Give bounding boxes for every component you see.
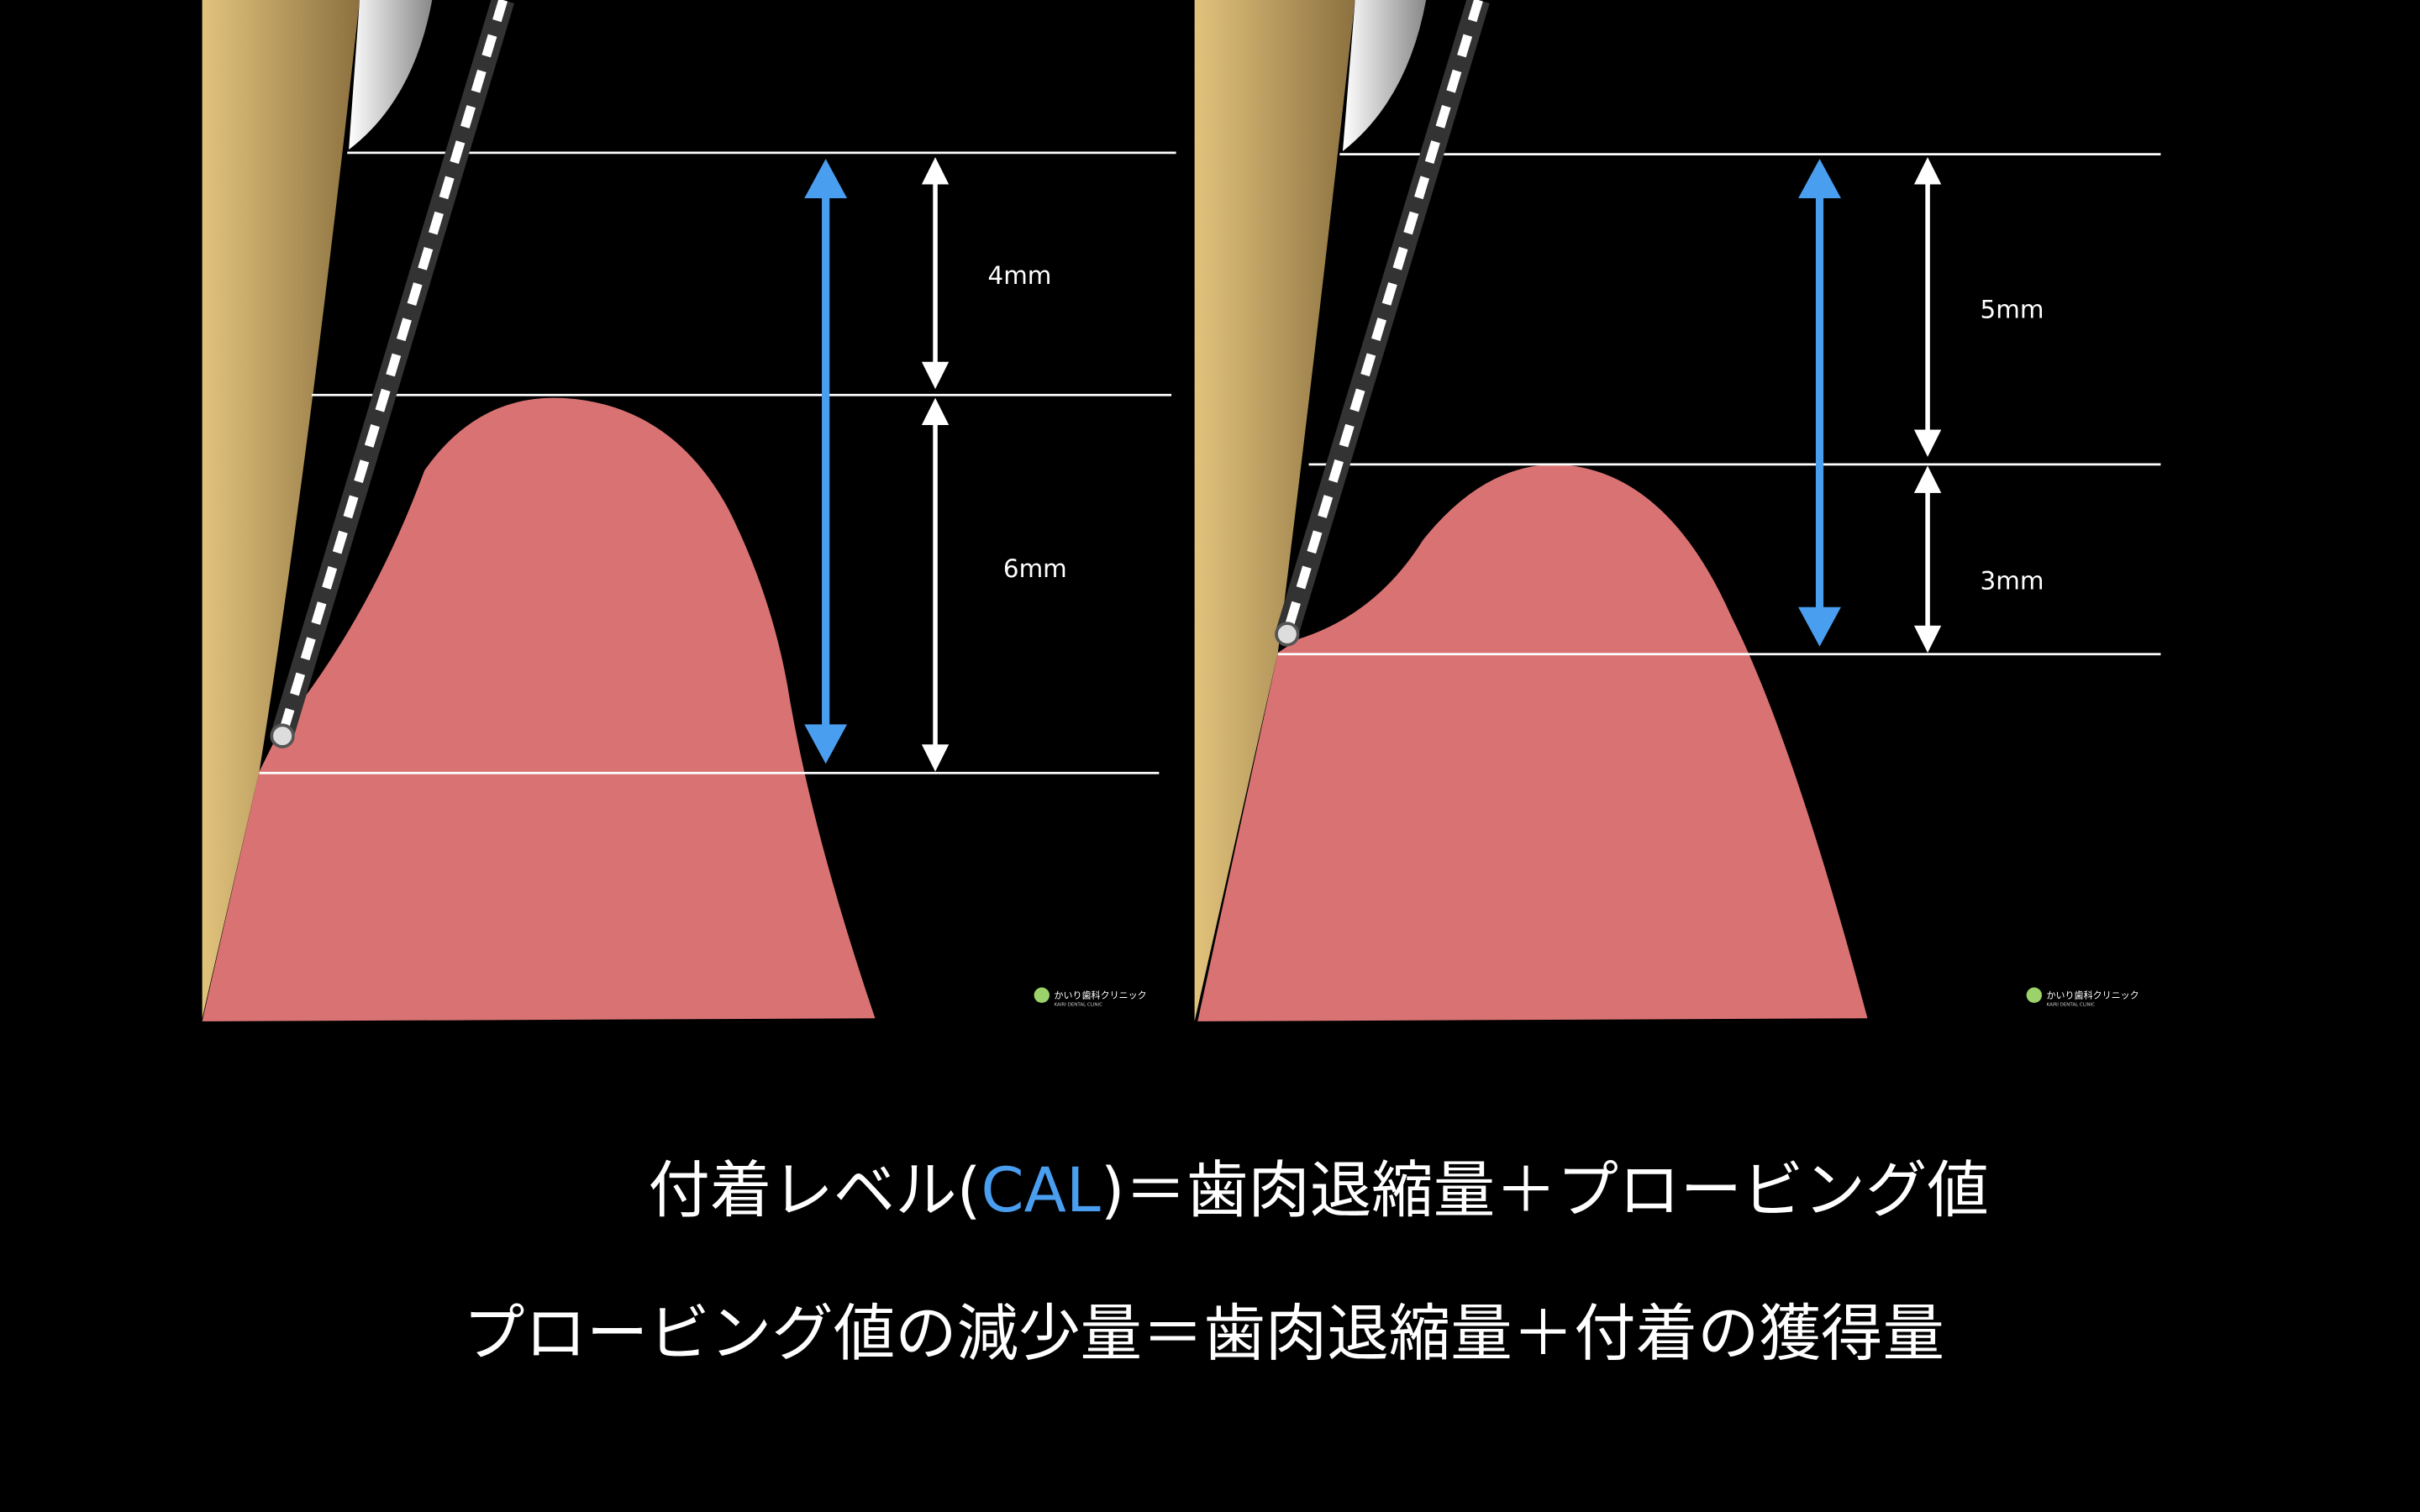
equation-highlight: CAL: [981, 1155, 1101, 1226]
equation: 付着レベル(CAL)＝歯肉退縮量＋プロービング値: [648, 1155, 1988, 1226]
logo-name: かいり歯科クリニック: [1054, 989, 1146, 1000]
tooth: [202, 0, 360, 1019]
gingiva: [202, 397, 876, 1021]
equation-part: プロービング値の減少量＝歯肉退縮量＋付着の獲得量: [463, 1299, 1944, 1370]
measurement-label: 3mm: [1981, 567, 2044, 596]
arrow-cal: [804, 159, 848, 764]
measurement-label: 5mm: [1981, 295, 2044, 323]
probe: [270, 0, 514, 748]
arrow-measure: [921, 157, 950, 772]
equation-part: )＝歯肉退縮量＋プロービング値: [1101, 1155, 1989, 1226]
probe: [1275, 0, 1490, 647]
logo: かいり歯科クリニック KAIRI DENTAL CLINIC: [1034, 987, 1147, 1008]
measurement-label: 6mm: [1003, 554, 1067, 583]
equation: プロービング値の減少量＝歯肉退縮量＋付着の獲得量: [463, 1299, 1944, 1370]
panel-left: 4mm 6mm かいり歯科クリニック KAIRI DENTAL CLINIC: [202, 0, 1176, 1021]
equation-part: 付着レベル(: [648, 1155, 981, 1226]
measurement-label: 4mm: [988, 261, 1052, 290]
arrow-measure: [1913, 157, 1942, 654]
enamel: [349, 0, 433, 150]
enamel: [1342, 0, 1427, 151]
logo-name: かいり歯科クリニック: [2047, 989, 2139, 1000]
gingiva: [1197, 464, 1868, 1021]
logo-sub: KAIRI DENTAL CLINIC: [2047, 1003, 2096, 1008]
panel-right: 5mm 3mm かいり歯科クリニック KAIRI DENTAL CLINIC: [1194, 0, 2161, 1021]
logo-sub: KAIRI DENTAL CLINIC: [1054, 1003, 1102, 1008]
logo: かいり歯科クリニック KAIRI DENTAL CLINIC: [2026, 987, 2139, 1008]
tooth: [1194, 0, 1355, 1021]
arrow-cal: [1798, 159, 1841, 647]
